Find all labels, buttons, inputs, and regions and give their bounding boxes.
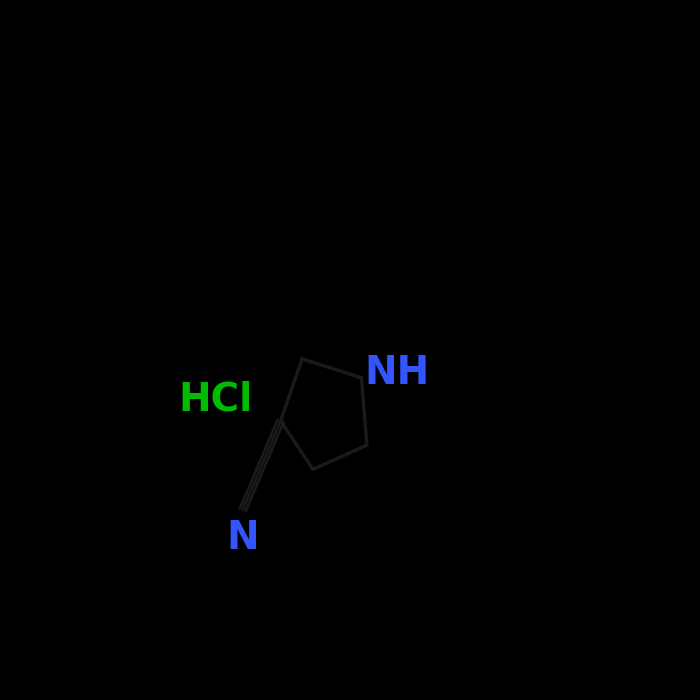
Text: HCl: HCl	[178, 380, 253, 419]
Text: NH: NH	[364, 354, 429, 393]
Text: N: N	[227, 519, 259, 557]
